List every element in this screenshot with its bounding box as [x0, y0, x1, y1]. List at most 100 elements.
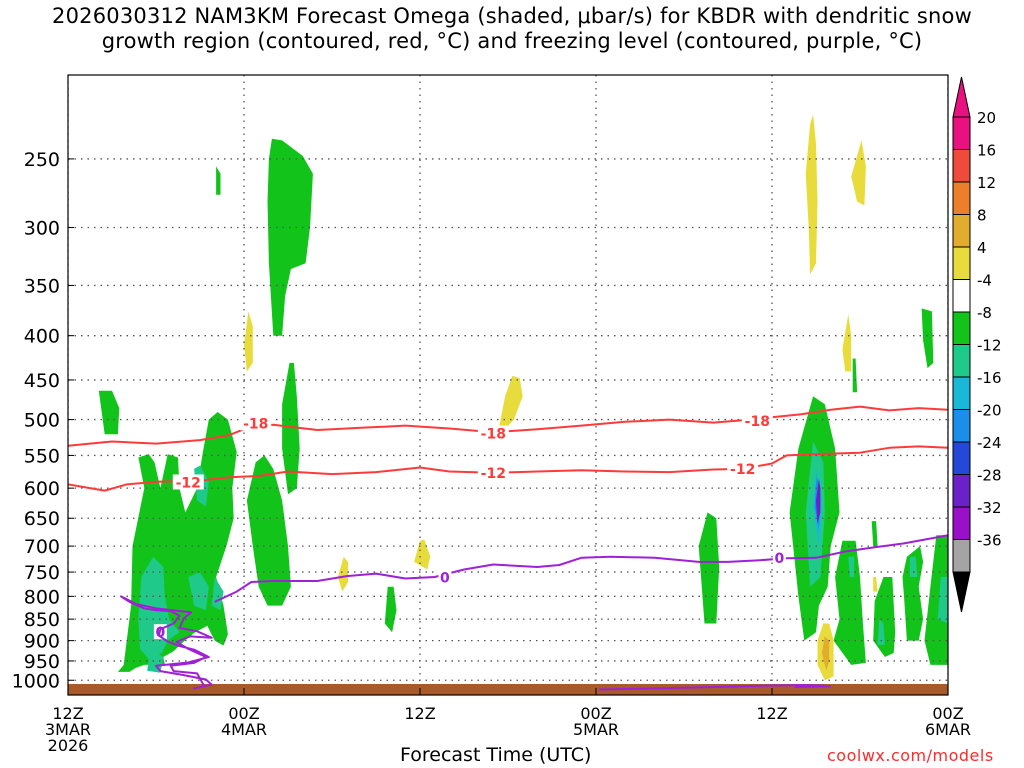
contour-label-bg — [240, 415, 272, 431]
omega-region-9 — [282, 362, 300, 495]
omega-region-7 — [246, 455, 291, 606]
colorbar-band-9 — [952, 409, 971, 443]
omega-region-25 — [937, 577, 948, 624]
omega-region-20 — [871, 521, 878, 547]
contour-label-0-2: -18 — [745, 414, 770, 430]
x-tick-label-36-0: 00Z — [580, 704, 611, 723]
omega-region-24 — [909, 556, 918, 577]
contour-label-1-0: -12 — [176, 475, 201, 491]
contour-label-bg — [477, 425, 509, 441]
y-tick-label-800: 800 — [24, 586, 60, 608]
omega-region-0 — [98, 390, 120, 435]
y-tick-label-1000: 1000 — [12, 670, 60, 692]
contour-label-bg — [727, 460, 759, 476]
omega-region-29 — [805, 114, 818, 275]
contour-label-0-1: -18 — [481, 427, 506, 443]
colorbar-band-12 — [952, 506, 971, 540]
y-tick-label-600: 600 — [24, 478, 60, 500]
colorbar-band-8 — [952, 376, 971, 410]
contour-label-2-0: 0 — [440, 571, 450, 587]
omega-region-19 — [852, 358, 858, 393]
colorbar-label-1: 16 — [977, 142, 996, 160]
y-tick-label-550: 550 — [24, 445, 60, 467]
terrain-ground — [68, 684, 948, 695]
contour-line-2 — [214, 534, 948, 603]
omega-region-28 — [816, 478, 821, 524]
omega-region-36 — [873, 577, 878, 592]
y-tick-label-250: 250 — [24, 149, 60, 171]
colorbar-band-13 — [952, 539, 971, 573]
title-line-2: growth region (contoured, red, °C) and f… — [101, 29, 923, 53]
omega-region-38 — [821, 636, 830, 671]
omega-region-34 — [337, 556, 349, 592]
x-axis-label: Forecast Time (UTC) — [400, 744, 592, 766]
omega-region-6 — [147, 648, 164, 673]
omega-region-33 — [499, 375, 523, 431]
colorbar-label-10: -24 — [977, 434, 1002, 452]
omega-region-5 — [211, 577, 224, 611]
y-tick-label-700: 700 — [24, 536, 60, 558]
contour-label-bg — [741, 413, 773, 429]
contour-label-bg — [172, 474, 204, 490]
title-line-1: 2026030312 NAM3KM Forecast Omega (shaded… — [52, 4, 972, 28]
temperature-contours: -18 -18 -18 -12 -12 -12 0 0 0 — [68, 405, 948, 691]
colorbar-label-8: -16 — [977, 369, 1002, 387]
omega-region-35 — [414, 539, 431, 570]
colorbar-band-0 — [952, 116, 971, 150]
colorbar-label-5: -4 — [977, 272, 992, 290]
colorbar-label-3: 8 — [977, 207, 987, 225]
colorbar-band-11 — [952, 474, 971, 508]
colorbar-top-arrow — [952, 76, 971, 118]
y-tick-label-900: 900 — [24, 631, 60, 653]
credit-link[interactable]: coolwx.com/models — [827, 746, 994, 765]
x-tick-label-0-2: 2026 — [48, 736, 89, 755]
omega-region-10 — [216, 166, 221, 195]
plot-frame — [67, 74, 949, 696]
colorbar-bottom-arrow — [952, 571, 971, 613]
omega-region-22 — [848, 556, 855, 577]
y-axis: 2503003504004505005506006507007508008509… — [12, 149, 74, 692]
contour-label-1-1: -12 — [481, 466, 506, 482]
x-tick-label-0-1: 3MAR — [45, 720, 91, 739]
colorbar-label-13: -36 — [977, 532, 1002, 550]
omega-region-8 — [267, 138, 313, 336]
contour-line-4 — [598, 684, 831, 691]
colorbar-band-1 — [952, 149, 971, 183]
omega-region-12 — [698, 512, 720, 624]
contour-label-bg — [477, 464, 509, 480]
colorbar-label-0: 20 — [977, 109, 996, 127]
y-tick-label-750: 750 — [24, 562, 60, 584]
y-tick-label-850: 850 — [24, 609, 60, 631]
omega-region-23 — [877, 619, 885, 645]
omega-region-32 — [244, 311, 253, 372]
colorbar-label-2: 12 — [977, 174, 996, 192]
contour-label-bg — [772, 549, 786, 565]
colorbar: 20 16 12 8 4 -4 -8 -12 -16 -20 -24 -28 -32 -36 — [952, 76, 1002, 613]
x-tick-label-24-0: 12Z — [404, 704, 435, 723]
colorbar-label-9: -20 — [977, 402, 1002, 420]
contour-line-1 — [68, 445, 948, 492]
colorbar-label-4: 4 — [977, 239, 987, 257]
colorbar-band-3 — [952, 214, 971, 248]
contour-line-3 — [120, 595, 213, 690]
omega-region-18 — [921, 308, 934, 369]
colorbar-band-4 — [952, 246, 971, 280]
y-tick-label-350: 350 — [24, 275, 60, 297]
x-tick-label-60-0: 00Z — [932, 704, 963, 723]
colorbar-band-5 — [952, 279, 971, 313]
x-tick-label-36-1: 5MAR — [573, 720, 619, 739]
omega-region-16 — [902, 546, 924, 641]
contour-label-2-1: 0 — [774, 551, 784, 567]
colorbar-label-6: -8 — [977, 304, 992, 322]
x-tick-label-12-1: 4MAR — [221, 720, 267, 739]
y-tick-label-300: 300 — [24, 217, 60, 239]
colorbar-band-7 — [952, 344, 971, 378]
y-tick-label-500: 500 — [24, 410, 60, 432]
x-tick-label-0-0: 12Z — [52, 704, 83, 723]
colorbar-label-7: -12 — [977, 337, 1002, 355]
omega-region-30 — [851, 140, 866, 206]
x-tick-label-12-0: 00Z — [228, 704, 259, 723]
colorbar-label-12: -32 — [977, 499, 1002, 517]
